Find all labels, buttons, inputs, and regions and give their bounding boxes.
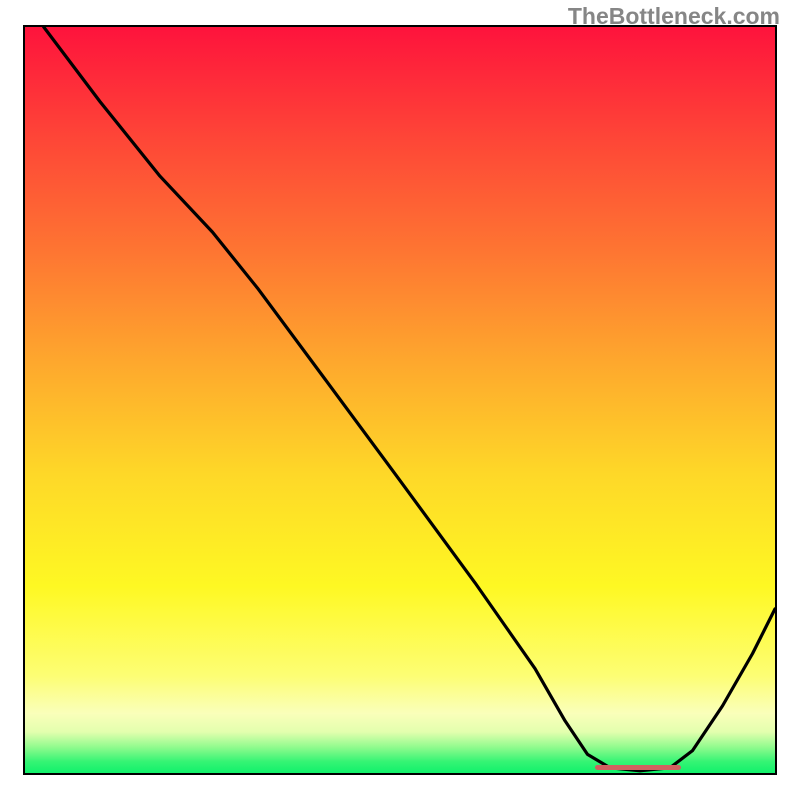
chart-container: TheBottleneck.com	[0, 0, 800, 800]
plot-area	[23, 25, 777, 775]
curve-svg	[25, 27, 775, 773]
watermark-text: TheBottleneck.com	[568, 3, 780, 30]
bottleneck-curve	[44, 27, 775, 771]
optimal-range-marker	[595, 765, 681, 770]
